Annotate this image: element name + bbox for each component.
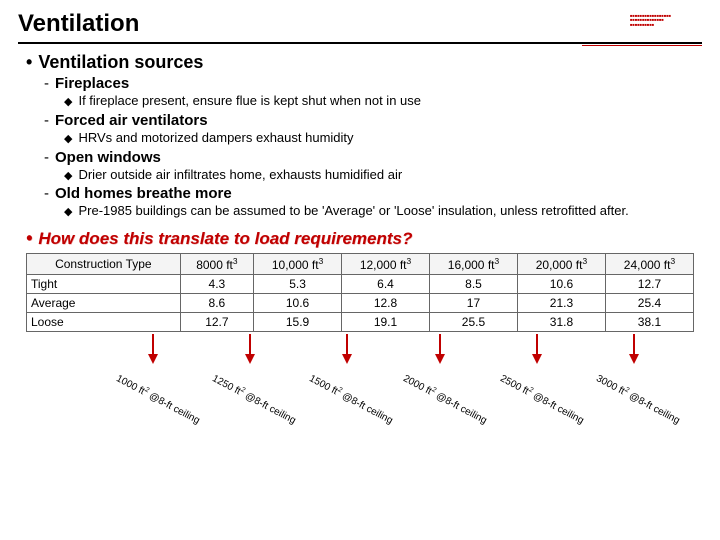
item-old-homes: - Old homes breathe more [44, 185, 694, 202]
col-header: 16,000 ft3 [430, 254, 518, 275]
down-arrow-icon [243, 334, 257, 364]
down-arrow-icon [146, 334, 160, 364]
heading-text: Ventilation sources [38, 52, 203, 73]
dash-icon: - [44, 75, 49, 92]
bullet-icon: • [26, 52, 32, 73]
diamond-icon: ◆ [64, 133, 72, 147]
cell: 5.3 [254, 275, 342, 294]
slide-title: Ventilation [0, 0, 720, 42]
cell: 25.5 [430, 313, 518, 332]
item-sub: HRVs and motorized dampers exhaust humid… [78, 130, 353, 146]
cell: 8.6 [180, 294, 253, 313]
col-construction-type: Construction Type [27, 254, 181, 275]
row-label: Tight [27, 275, 181, 294]
question-text: How does this translate to load requirem… [38, 229, 412, 249]
row-label: Average [27, 294, 181, 313]
dash-icon: - [44, 149, 49, 166]
cell: 21.3 [517, 294, 605, 313]
item-fireplaces: - Fireplaces [44, 75, 694, 92]
down-arrow-icon [340, 334, 354, 364]
col-header: 8000 ft3 [180, 254, 253, 275]
item-sub: If fireplace present, ensure flue is kep… [78, 93, 421, 109]
down-arrow-icon [627, 334, 641, 364]
cell: 12.7 [180, 313, 253, 332]
cell: 12.7 [605, 275, 693, 294]
cell: 12.8 [342, 294, 430, 313]
foot-label: 2500 ft2 @8-ft ceiling [498, 372, 586, 427]
corner-watermark: ■■■■■■■■■■■■■■■■■■■■■■■■■■■■■■■■■■■■■■■■… [630, 14, 700, 28]
load-table: Construction Type 8000 ft3 10,000 ft3 12… [26, 253, 694, 332]
item-label: Old homes breathe more [55, 185, 232, 202]
foot-label: 2000 ft2 @8-ft ceiling [401, 372, 489, 427]
table-row: Tight 4.3 5.3 6.4 8.5 10.6 12.7 [27, 275, 694, 294]
item-label: Forced air ventilators [55, 112, 208, 129]
foot-label: 3000 ft2 @8-ft ceiling [595, 372, 683, 427]
title-rule [18, 42, 702, 44]
arrows-row [26, 334, 694, 372]
item-open-windows: - Open windows [44, 149, 694, 166]
foot-labels-row: 1000 ft2 @8-ft ceiling1250 ft2 @8-ft cei… [26, 372, 694, 432]
cell: 6.4 [342, 275, 430, 294]
item-old-homes-detail: ◆ Pre-1985 buildings can be assumed to b… [64, 203, 694, 220]
col-header: 24,000 ft3 [605, 254, 693, 275]
heading-ventilation-sources: • Ventilation sources [26, 52, 694, 73]
row-label: Loose [27, 313, 181, 332]
cell: 31.8 [517, 313, 605, 332]
cell: 19.1 [342, 313, 430, 332]
item-sub: Pre-1985 buildings can be assumed to be … [78, 203, 628, 219]
diamond-icon: ◆ [64, 170, 72, 184]
dash-icon: - [44, 185, 49, 202]
foot-label: 1250 ft2 @8-ft ceiling [211, 372, 299, 427]
cell: 8.5 [430, 275, 518, 294]
item-forced-air: - Forced air ventilators [44, 112, 694, 129]
item-fireplaces-detail: ◆ If fireplace present, ensure flue is k… [64, 93, 694, 110]
col-header: 20,000 ft3 [517, 254, 605, 275]
cell: 38.1 [605, 313, 693, 332]
construction-type-table: Construction Type 8000 ft3 10,000 ft3 12… [26, 253, 694, 332]
question-load-requirements: • How does this translate to load requir… [26, 228, 694, 249]
table-row: Loose 12.7 15.9 19.1 25.5 31.8 38.1 [27, 313, 694, 332]
cell: 17 [430, 294, 518, 313]
down-arrow-icon [433, 334, 447, 364]
item-forced-air-detail: ◆ HRVs and motorized dampers exhaust hum… [64, 130, 694, 147]
down-arrow-icon [530, 334, 544, 364]
table-row: Average 8.6 10.6 12.8 17 21.3 25.4 [27, 294, 694, 313]
table-header-row: Construction Type 8000 ft3 10,000 ft3 12… [27, 254, 694, 275]
title-rule-accent [582, 45, 702, 46]
dash-icon: - [44, 112, 49, 129]
item-sub: Drier outside air infiltrates home, exha… [78, 167, 402, 183]
foot-label: 1000 ft2 @8-ft ceiling [114, 372, 202, 427]
foot-label: 1500 ft2 @8-ft ceiling [307, 372, 395, 427]
col-header: 12,000 ft3 [342, 254, 430, 275]
item-open-windows-detail: ◆ Drier outside air infiltrates home, ex… [64, 167, 694, 184]
cell: 10.6 [517, 275, 605, 294]
cell: 25.4 [605, 294, 693, 313]
diamond-icon: ◆ [64, 206, 72, 220]
diamond-icon: ◆ [64, 96, 72, 110]
cell: 10.6 [254, 294, 342, 313]
item-label: Fireplaces [55, 75, 129, 92]
col-header: 10,000 ft3 [254, 254, 342, 275]
bullet-icon: • [26, 228, 32, 249]
cell: 15.9 [254, 313, 342, 332]
cell: 4.3 [180, 275, 253, 294]
item-label: Open windows [55, 149, 161, 166]
content-area: • Ventilation sources - Fireplaces ◆ If … [0, 52, 720, 249]
